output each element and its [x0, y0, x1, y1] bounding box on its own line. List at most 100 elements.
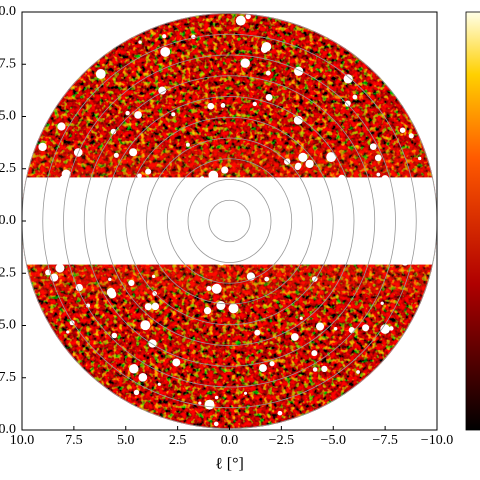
masked-source [134, 111, 142, 119]
masked-source [235, 15, 246, 26]
masked-source [66, 330, 70, 334]
masked-source [228, 303, 239, 314]
ring [104, 96, 355, 346]
masked-source [265, 93, 273, 101]
masked-source [299, 316, 303, 320]
masked-source [172, 358, 181, 367]
masked-source [129, 364, 139, 374]
masked-source [113, 152, 119, 158]
masked-source [305, 159, 314, 169]
masked-source [295, 162, 302, 170]
masked-source [206, 285, 212, 292]
masked-source [221, 166, 229, 174]
masked-source [140, 320, 151, 331]
masked-source [95, 69, 106, 79]
masked-source [138, 40, 142, 44]
masked-source [55, 263, 65, 273]
x-tick-label: −2.5 [269, 433, 294, 448]
masked-source [158, 86, 167, 95]
masked-source [376, 172, 381, 177]
masked-source [243, 391, 248, 395]
x-tick-label: −7.5 [372, 433, 397, 448]
masked-source [321, 365, 328, 372]
masked-source [151, 302, 160, 311]
masked-source [326, 152, 337, 163]
masked-source [137, 173, 142, 179]
ring [146, 137, 313, 305]
masked-source [380, 324, 390, 334]
masked-source [399, 127, 406, 133]
y-tick-label: 0.0 [0, 213, 16, 228]
masked-source [203, 307, 212, 315]
masked-source [293, 115, 303, 125]
masked-band [22, 177, 437, 265]
ring [83, 75, 376, 367]
masked-source [213, 421, 219, 427]
x-tick-label: 2.5 [169, 433, 187, 448]
x-axis-label: ℓ [°] [215, 456, 244, 473]
masked-source [374, 154, 382, 162]
masked-source [157, 382, 161, 386]
y-tick-label: 7.5 [0, 56, 16, 71]
masked-source [133, 389, 140, 396]
masked-source [352, 94, 358, 100]
y-tick-label: −7.5 [0, 370, 16, 385]
masked-source [38, 142, 47, 152]
masked-source [111, 332, 118, 339]
masked-source [207, 102, 215, 110]
sky-map [21, 13, 438, 429]
masked-source [110, 128, 117, 135]
masked-source [220, 103, 226, 108]
masked-source [312, 367, 318, 372]
ring [166, 158, 293, 284]
masked-source [162, 34, 167, 39]
ring [187, 179, 272, 263]
masked-source [343, 74, 353, 84]
masked-source [204, 399, 215, 410]
masked-source [61, 169, 71, 179]
masked-source [269, 361, 275, 367]
masked-source [125, 110, 130, 116]
masked-source [265, 70, 271, 76]
masked-source [108, 277, 112, 282]
ring [125, 116, 334, 326]
masked-source [106, 287, 116, 297]
masked-source [348, 327, 355, 334]
masked-source [260, 45, 269, 53]
masked-source [254, 329, 261, 336]
y-tick-label: −5.0 [0, 318, 16, 333]
masked-source [148, 339, 157, 348]
y-tick-label: 10.0 [0, 4, 16, 19]
masked-source [138, 372, 148, 382]
masked-source [245, 13, 251, 20]
masked-source [356, 370, 360, 374]
masked-source [389, 326, 394, 331]
y-tick-label: 2.5 [0, 161, 16, 176]
masked-source [277, 410, 283, 416]
masked-source [344, 100, 351, 107]
colorbar [465, 11, 480, 431]
y-tick-label: −2.5 [0, 265, 16, 280]
masked-source [211, 283, 222, 294]
masked-source [160, 46, 171, 57]
masked-source [316, 322, 325, 331]
x-tick-label: −5.0 [321, 433, 346, 448]
masked-source [369, 143, 377, 150]
masked-source [333, 327, 338, 331]
ring [42, 33, 417, 409]
masked-source [151, 274, 156, 279]
x-tick-label: 7.5 [65, 433, 83, 448]
masked-source [198, 401, 202, 405]
masked-source [216, 300, 226, 310]
masked-source [185, 142, 190, 147]
y-tick-label: −10.0 [0, 422, 16, 437]
masked-source [75, 283, 83, 292]
masked-source [362, 324, 370, 332]
masked-source [252, 101, 257, 107]
masked-source [145, 168, 152, 175]
masked-source [144, 303, 152, 311]
masked-source [380, 301, 384, 305]
masked-source [171, 112, 176, 117]
ring [208, 199, 251, 243]
